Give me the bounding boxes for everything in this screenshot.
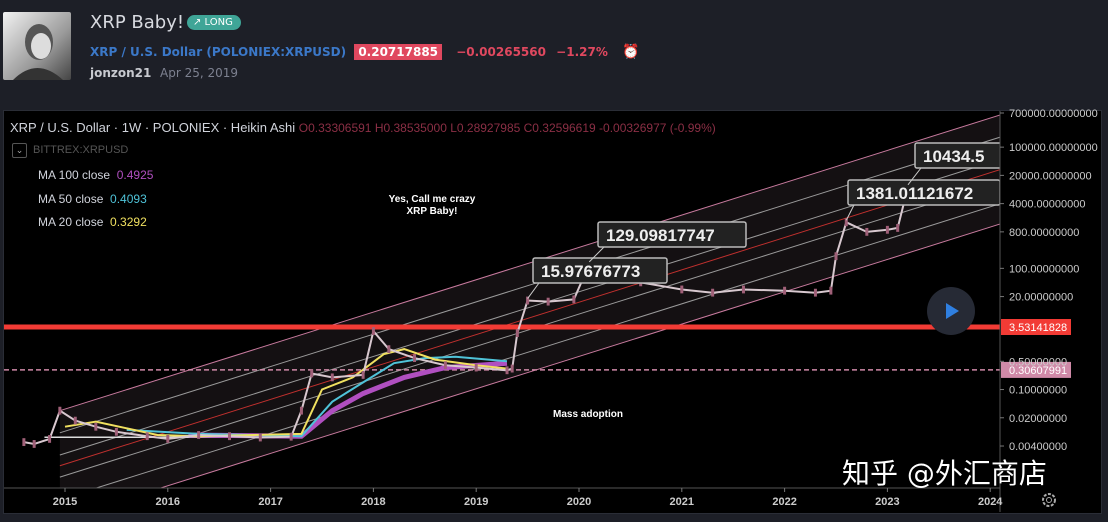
avatar[interactable] [3,12,71,80]
ma-label: MA 100 close [38,168,111,182]
ma-value: 0.4093 [110,192,147,206]
chevron-down-icon[interactable]: ⌄ [12,143,27,158]
y-tick-label: 0.00400000 [1009,441,1067,453]
callout-line [907,167,922,186]
y-tick-label: 0.02000000 [1009,413,1067,425]
source-label: BITTREX:XRPUSD [33,144,129,156]
series-layer [22,182,910,448]
chart-legend: XRP / U.S. Dollar · 1W · POLONIEX · Heik… [10,120,716,135]
chart-panel[interactable] [3,110,1102,514]
channel-line [159,223,1000,488]
ma-20-line [64,348,508,438]
price-label-text: 1381.01121672 [856,184,973,203]
x-tick-label: 2023 [875,496,899,508]
symbol-name-link[interactable]: XRP / U.S. Dollar [90,45,203,59]
price-change-pct: −1.27% [556,45,608,59]
legend-ohlc: O0.33306591 H0.38535000 L0.28927985 C0.3… [298,121,716,135]
long-badge: ↗ LONG [187,15,241,30]
price-label-text: 15.97676773 [541,262,640,281]
price-axis-label: 3.53141828 [1009,322,1067,334]
callout-line [527,282,540,299]
symbol-code-link[interactable]: (POLONIEX:XRPUSD) [206,45,347,59]
channel-line [94,203,1000,488]
price-axis-label-bg [1001,361,1071,378]
ma-label: MA 50 close [38,192,104,206]
y-tick-label: 800.00000000 [1009,227,1079,239]
price-labels[interactable]: 15.97676773 129.09817747 1381.01121672 1043… [527,142,1015,299]
x-tick-label: 2020 [567,496,591,508]
price-label-box [597,221,747,248]
x-tick-label: 2016 [156,496,180,508]
watermark: 知乎 @外汇商店 [842,457,1047,490]
price-label-text: 10434.5 [923,147,984,166]
y-tick-label: 20.00000000 [1009,292,1073,304]
play-button[interactable] [927,287,975,335]
idea-title: XRP Baby! [90,12,185,33]
author-link[interactable]: jonzon21 [90,66,152,80]
ma-value: 0.3292 [110,215,147,229]
play-icon [946,303,959,319]
symbol-line: XRP / U.S. Dollar (POLONIEX:XRPUSD) 0.20… [90,44,639,60]
legend-title: XRP / U.S. Dollar · 1W · POLONIEX · Heik… [10,120,296,135]
y-tick-label: 100000.00000000 [1009,142,1098,154]
y-tick-label: 0.10000000 [1009,385,1067,397]
settings-gear-icon[interactable] [1042,493,1056,507]
price-axis-label: 0.30607991 [1009,365,1067,377]
y-tick-label: 700000.00000000 [1009,108,1098,120]
callout-line [588,246,605,263]
x-tick-label: 2018 [361,496,385,508]
price-label-text: 129.09817747 [606,226,715,245]
ma-20-legend[interactable]: MA 20 close 0.3292 [38,215,147,229]
price-change: −0.00265560 [456,45,546,59]
price-axis-label-bg [1001,319,1071,336]
price-label-box [914,142,1000,169]
publish-date: Apr 25, 2019 [160,66,239,80]
channel-line [59,169,1000,467]
ma-50-legend[interactable]: MA 50 close 0.4093 [38,192,147,206]
x-tick-label: 2019 [464,496,488,508]
price-label-box [532,257,668,284]
channel-line [59,136,1000,434]
x-tick-label: 2022 [772,496,796,508]
y-tick-label: 4000.00000000 [1009,199,1085,211]
y-tick-label: 0.50000000 [1009,356,1067,368]
channel-line [59,158,1000,456]
callout-line [845,204,855,221]
price-badge: 0.20717885 [354,44,443,60]
time-axis[interactable]: 2015 2016 2017 2018 2019 2020 2021 2022 2023 2024 [53,488,1004,508]
alarm-clock-plus-icon[interactable]: ⏰ [622,44,640,60]
x-tick-label: 2024 [978,496,1003,508]
ma-value: 0.4925 [116,168,154,182]
ma-100-legend[interactable]: MA 100 close 0.4925 [38,168,153,182]
y-tick-label: 20000.00000000 [1009,170,1092,182]
channel-line [59,114,1000,412]
price-label-box [847,179,1000,206]
source-row[interactable]: ⌄ BITTREX:XRPUSD [12,143,128,158]
x-tick-label: 2021 [670,496,694,508]
ma-label: MA 20 close [38,215,104,229]
horizontal-lines[interactable]: 3.53141828 0.30607991 [4,319,1071,378]
y-tick-label: 100.00000000 [1009,263,1079,275]
x-tick-label: 2017 [258,496,282,508]
annotation-text[interactable]: Yes, Call me crazy [389,194,476,205]
annotation-text[interactable]: Mass adoption [553,409,623,420]
x-tick-label: 2015 [53,496,77,508]
annotation-text[interactable]: XRP Baby! [407,206,458,217]
price-axis[interactable]: 700000.00000000 100000.00000000 20000.0000… [1000,108,1098,453]
